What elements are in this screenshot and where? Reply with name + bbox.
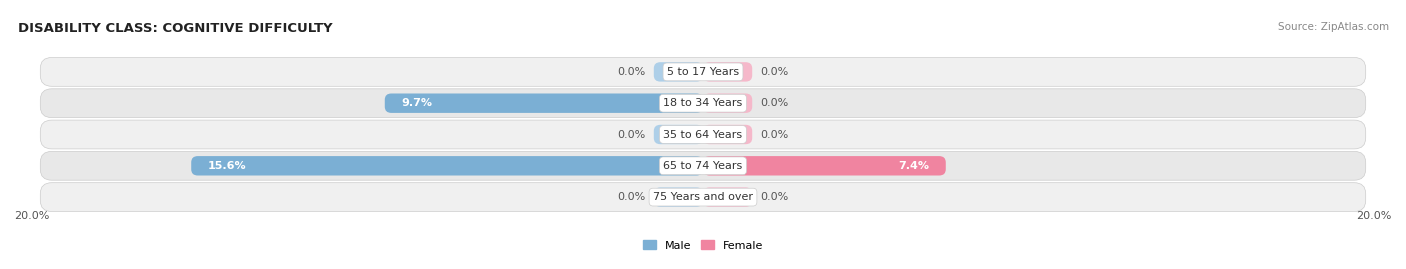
Text: DISABILITY CLASS: COGNITIVE DIFFICULTY: DISABILITY CLASS: COGNITIVE DIFFICULTY [18,22,333,34]
Text: 15.6%: 15.6% [208,161,246,171]
FancyBboxPatch shape [654,125,703,144]
FancyBboxPatch shape [41,58,1365,86]
Text: 0.0%: 0.0% [617,67,645,77]
Text: 9.7%: 9.7% [401,98,432,108]
Legend: Male, Female: Male, Female [641,238,765,253]
Text: 18 to 34 Years: 18 to 34 Years [664,98,742,108]
Text: 20.0%: 20.0% [14,211,49,221]
Text: 0.0%: 0.0% [761,129,789,140]
Text: Source: ZipAtlas.com: Source: ZipAtlas.com [1278,22,1389,31]
FancyBboxPatch shape [654,62,703,82]
Text: 0.0%: 0.0% [617,129,645,140]
FancyBboxPatch shape [191,156,703,175]
Text: 20.0%: 20.0% [1357,211,1392,221]
FancyBboxPatch shape [41,183,1365,211]
FancyBboxPatch shape [41,151,1365,180]
FancyBboxPatch shape [703,94,752,113]
FancyBboxPatch shape [654,187,703,207]
Text: 0.0%: 0.0% [617,192,645,202]
FancyBboxPatch shape [703,125,752,144]
Text: 35 to 64 Years: 35 to 64 Years [664,129,742,140]
Text: 75 Years and over: 75 Years and over [652,192,754,202]
FancyBboxPatch shape [385,94,703,113]
Text: 5 to 17 Years: 5 to 17 Years [666,67,740,77]
FancyBboxPatch shape [41,120,1365,149]
FancyBboxPatch shape [41,89,1365,118]
FancyBboxPatch shape [703,187,752,207]
FancyBboxPatch shape [703,156,946,175]
Text: 7.4%: 7.4% [898,161,929,171]
Text: 0.0%: 0.0% [761,192,789,202]
FancyBboxPatch shape [703,62,752,82]
Text: 0.0%: 0.0% [761,67,789,77]
Text: 0.0%: 0.0% [761,98,789,108]
Text: 65 to 74 Years: 65 to 74 Years [664,161,742,171]
